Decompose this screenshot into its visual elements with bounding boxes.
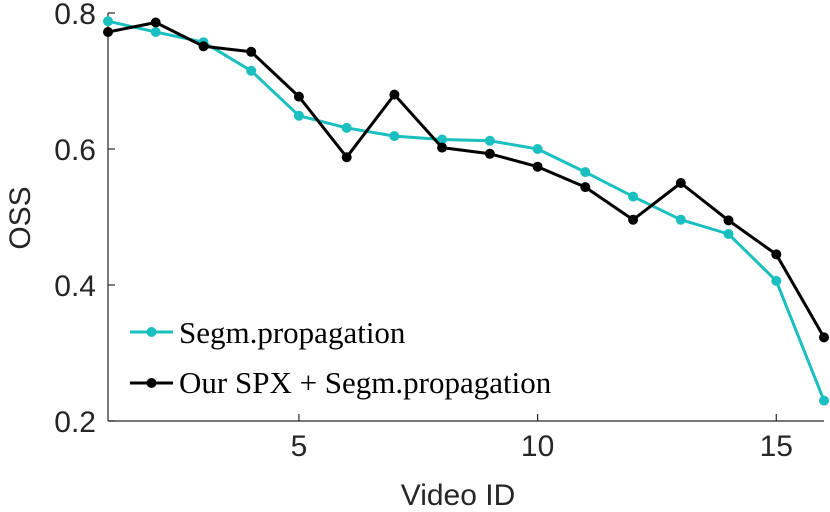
data-point	[293, 91, 304, 102]
data-point	[484, 148, 495, 159]
data-point	[293, 110, 304, 121]
series-layer	[103, 16, 829, 406]
y-tick-label: 0.6	[54, 134, 96, 167]
data-point	[246, 46, 257, 57]
y-axis-title: OSS	[4, 186, 37, 249]
data-point	[246, 65, 257, 76]
legend: Segm.propagation Our SPX + Segm.propagat…	[120, 308, 705, 408]
y-tick-label: 0.2	[54, 406, 96, 439]
data-point	[675, 214, 686, 225]
data-point	[198, 41, 209, 52]
data-point	[723, 215, 734, 226]
data-point	[389, 131, 400, 142]
axes: 0.2 0.4 0.6 0.8 5 10 15	[54, 0, 824, 463]
data-point	[771, 249, 782, 260]
data-point	[819, 332, 829, 343]
y-tick-label: 0.4	[54, 270, 96, 303]
series-line	[107, 19, 826, 402]
data-point	[389, 89, 400, 100]
legend-swatch-marker-1	[146, 327, 157, 337]
data-point	[532, 144, 543, 154]
x-tick-label: 10	[521, 430, 554, 463]
data-point	[580, 167, 591, 178]
data-point	[437, 134, 448, 145]
legend-label-1: Segm.propagation	[179, 315, 406, 350]
data-point	[580, 182, 591, 193]
series-1	[103, 16, 829, 406]
data-point	[103, 27, 113, 37]
x-tick-label: 15	[760, 430, 793, 463]
y-tick-label: 0.8	[54, 0, 96, 31]
x-axis-title: Video ID	[401, 479, 516, 512]
data-point	[819, 395, 829, 406]
data-point	[628, 191, 639, 202]
data-point	[532, 161, 543, 172]
data-point	[771, 275, 782, 286]
data-point	[484, 135, 495, 146]
series-line	[107, 21, 826, 339]
data-point	[628, 214, 639, 225]
data-point	[437, 142, 448, 153]
legend-swatch-marker-2	[146, 378, 157, 388]
data-point	[341, 152, 352, 163]
data-point	[103, 16, 113, 27]
x-tick-label: 5	[291, 430, 308, 463]
data-point	[723, 229, 734, 239]
legend-label-2: Our SPX + Segm.propagation	[179, 365, 552, 400]
data-point	[150, 17, 161, 28]
data-point	[675, 178, 686, 188]
series-2	[103, 17, 829, 343]
legend-box	[120, 308, 705, 408]
data-point	[150, 27, 161, 37]
data-point	[341, 122, 352, 133]
